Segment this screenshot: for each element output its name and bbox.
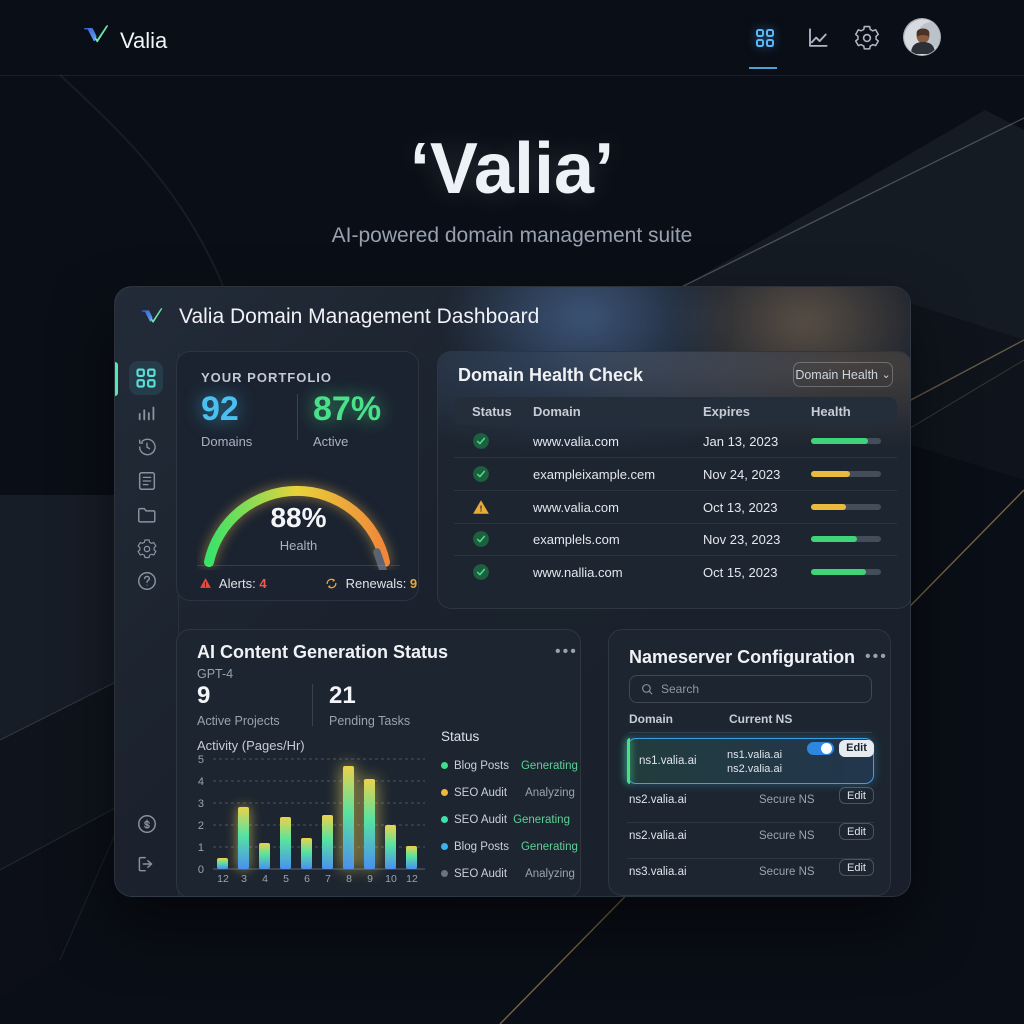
svg-text:3: 3 (241, 873, 247, 885)
svg-text:7: 7 (325, 873, 331, 885)
svg-text:5: 5 (283, 873, 289, 885)
svg-text:5: 5 (198, 754, 204, 766)
svg-text:12: 12 (406, 873, 418, 885)
svg-text:1: 1 (198, 842, 204, 854)
svg-text:12: 12 (217, 873, 229, 885)
svg-text:9: 9 (367, 873, 373, 885)
svg-text:0: 0 (198, 864, 204, 876)
svg-text:4: 4 (262, 873, 268, 885)
svg-text:4: 4 (198, 776, 204, 788)
svg-text:2: 2 (198, 820, 204, 832)
svg-text:!: ! (480, 505, 483, 514)
svg-text:3: 3 (198, 798, 204, 810)
svg-text:10: 10 (385, 873, 397, 885)
svg-text:!: ! (204, 582, 206, 589)
svg-text:8: 8 (346, 873, 352, 885)
svg-text:6: 6 (304, 873, 310, 885)
